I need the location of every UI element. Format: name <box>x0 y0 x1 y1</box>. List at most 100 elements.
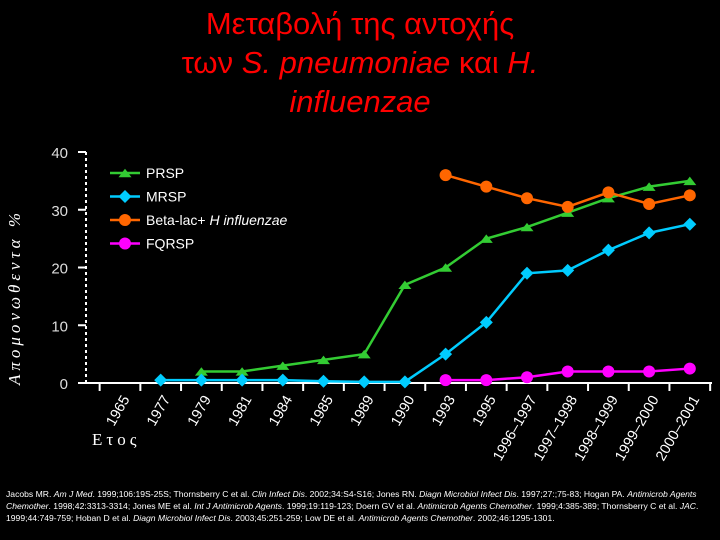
x-tick-label: 1984 <box>266 393 296 429</box>
data-point <box>643 365 656 378</box>
data-point <box>194 373 208 387</box>
data-point <box>561 365 574 378</box>
title-line-2-prefix: των <box>181 45 242 80</box>
legend-label: FQRSP <box>146 236 194 252</box>
data-point <box>194 367 208 376</box>
data-point <box>520 222 534 232</box>
x-tick-label: 1979 <box>185 393 215 429</box>
reference-segment: . 1999;106:19S-25S; Thornsberry C et al. <box>92 489 252 499</box>
series-prsp <box>194 176 697 376</box>
reference-segment: Antimicrob Agents Chemother <box>6 489 697 511</box>
x-tick-label: 1993 <box>429 393 459 429</box>
series-mrsp <box>154 217 697 389</box>
title-species-2: H. <box>507 45 539 80</box>
reference-segment: JAC <box>679 501 697 511</box>
title-line-1: Μεταβολή της αντοχής <box>205 6 515 41</box>
reference-segment: . 1999;4:385-389; Thornsberry C et al. <box>531 501 680 511</box>
reference-segment: . 1999;44:749-759; Hoban D et al. <box>6 501 699 523</box>
chart-title: Μεταβολή της αντοχής των S. pneumoniae κ… <box>0 4 720 121</box>
legend-label: PRSP <box>146 165 184 181</box>
legend: PRSP MRSP Beta-lac+ H influenzae FQRSP <box>110 165 287 252</box>
reference-segment: . 2003;45:251-259; Low DE et al. <box>230 513 359 523</box>
data-point <box>683 217 697 231</box>
title-line-3: influenzae <box>0 82 720 121</box>
data-point <box>398 375 412 389</box>
data-point <box>276 373 290 387</box>
data-point <box>317 374 330 388</box>
legend-marker <box>118 168 132 178</box>
data-point <box>357 349 371 359</box>
data-point <box>439 374 452 387</box>
reference-segment: Diagn Microbiol Infect Dis <box>419 489 517 499</box>
x-tick-label: 1965 <box>103 393 133 429</box>
data-point <box>683 189 696 202</box>
title-line-2-mid: και <box>450 45 508 80</box>
data-point <box>357 375 371 389</box>
reference-segment: Antimicrob Agents Chemother <box>417 501 532 511</box>
x-tick-label: 1995 <box>470 393 500 429</box>
data-point <box>317 355 330 365</box>
legend-marker <box>119 214 131 226</box>
data-point <box>601 243 615 257</box>
data-point <box>642 226 656 240</box>
data-point <box>479 315 493 329</box>
series-line <box>201 179 690 373</box>
reference-segment: Am J Med <box>53 489 93 499</box>
data-point <box>520 266 534 280</box>
data-point <box>439 347 453 361</box>
data-point <box>643 197 656 210</box>
legend-label: Beta-lac+ H influenzae <box>146 212 287 228</box>
reference-segment: Diagn Microbiol Infect Dis <box>133 513 231 523</box>
series-beta-lac-h-influenzae <box>439 169 696 213</box>
data-point <box>235 373 249 387</box>
data-point <box>235 367 249 376</box>
legend-label-plain: Beta-lac+ <box>146 212 209 228</box>
y-axis-title: Απομονωθεντα % <box>5 209 24 386</box>
legend-marker <box>118 190 132 203</box>
resistance-line-chart: 0 10 20 30 40 1965 1977 1979 1981 1984 1985 1989 199… <box>5 145 712 464</box>
x-axis-title: Ετος <box>92 430 140 449</box>
reference-segment: Jacobs MR. <box>6 489 54 499</box>
data-point <box>561 200 574 213</box>
series-fqrsp <box>439 362 696 387</box>
data-point <box>642 182 656 191</box>
data-point <box>276 361 290 370</box>
legend-label-italic: H influenzae <box>209 212 287 228</box>
y-tick-label: 0 <box>60 376 68 393</box>
reference-segment: Antimicrob Agents Chemother <box>358 513 473 523</box>
reference-segment: Clin Infect Dis <box>251 489 305 499</box>
data-point <box>521 371 533 384</box>
data-point <box>439 169 452 182</box>
data-point <box>479 234 493 243</box>
legend-label: MRSP <box>146 189 186 205</box>
series-line <box>160 222 691 384</box>
data-point <box>602 186 615 199</box>
y-tick-label: 40 <box>51 145 68 162</box>
data-point <box>521 192 533 205</box>
reference-segment: . 1998;42:3313-3314; Jones ME et al. <box>48 501 195 511</box>
x-tick-label: 1989 <box>348 393 378 429</box>
reference-segment: Int J Antimicrob Agents <box>194 501 282 511</box>
title-species-1: S. pneumoniae <box>241 45 451 80</box>
data-point <box>683 176 697 186</box>
x-tick-label: 1977 <box>144 393 174 429</box>
reference-segment: . 2002;34:S4-S16; Jones RN. <box>304 489 420 499</box>
reference-segment: . 1997;27:;75-83; Hogan PA. <box>516 489 628 499</box>
data-point <box>398 280 412 290</box>
data-point <box>683 362 696 375</box>
y-tick-label: 20 <box>51 261 68 278</box>
x-tick-label: 1990 <box>388 393 418 429</box>
y-tick-label: 30 <box>51 203 68 220</box>
data-point <box>154 373 168 387</box>
data-point <box>480 374 493 387</box>
title-line-2: των S. pneumoniae και H. <box>0 43 720 82</box>
data-point <box>439 263 453 272</box>
legend-marker <box>119 237 131 250</box>
x-tick-label: 1981 <box>226 393 256 429</box>
y-tick-label: 10 <box>51 318 68 335</box>
data-point <box>561 263 575 277</box>
references-footnote: Jacobs MR. Am J Med. 1999;106:19S-25S; T… <box>6 488 714 524</box>
x-tick-label: 1985 <box>307 393 337 429</box>
data-point <box>480 180 493 193</box>
reference-segment: . 2002;46:1295-1301. <box>472 513 555 523</box>
